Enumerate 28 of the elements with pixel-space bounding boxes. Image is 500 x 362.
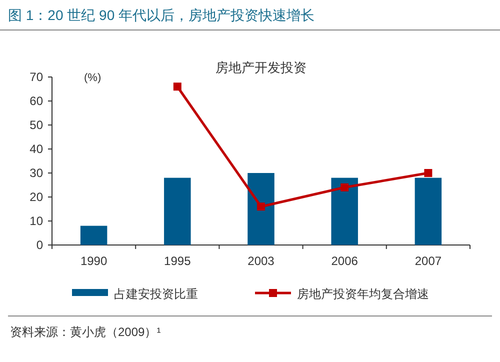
- bar: [164, 178, 191, 245]
- y-tick-label: 60: [30, 94, 44, 108]
- bar: [331, 178, 358, 245]
- y-tick-label: 10: [30, 214, 44, 228]
- chart-subtitle: 房地产开发投资: [216, 60, 306, 75]
- y-axis-title: (%): [84, 72, 102, 84]
- x-tick-label: 2007: [414, 254, 442, 268]
- point: [173, 82, 182, 91]
- bar: [80, 226, 108, 245]
- text: 资料来源：黄小虎（2009）¹: [10, 325, 161, 339]
- y-tick-label: 70: [30, 70, 44, 84]
- y-tick-label: 30: [30, 166, 44, 180]
- y-tick-label: 20: [30, 190, 44, 204]
- y-tick-label: 50: [30, 118, 44, 132]
- x-tick-label: 1990: [80, 254, 108, 268]
- bar: [248, 173, 274, 245]
- point: [340, 183, 349, 192]
- x-tick-label: 1995: [164, 254, 192, 268]
- point: [257, 202, 265, 211]
- legend-label: 房地产投资年均复合增速: [297, 287, 429, 301]
- x-tick-label: 2006: [331, 254, 358, 268]
- y-tick-label: 40: [30, 142, 44, 156]
- x-tick-label: 2003: [248, 254, 275, 268]
- point: [424, 169, 432, 177]
- bar: [414, 178, 442, 245]
- y-tick-label: 0: [36, 238, 44, 252]
- legend-label: 占建安投资比重: [114, 287, 198, 301]
- chart-title: 图 1：20 世纪 90 年代以后，房地产投资快速增长: [8, 7, 314, 23]
